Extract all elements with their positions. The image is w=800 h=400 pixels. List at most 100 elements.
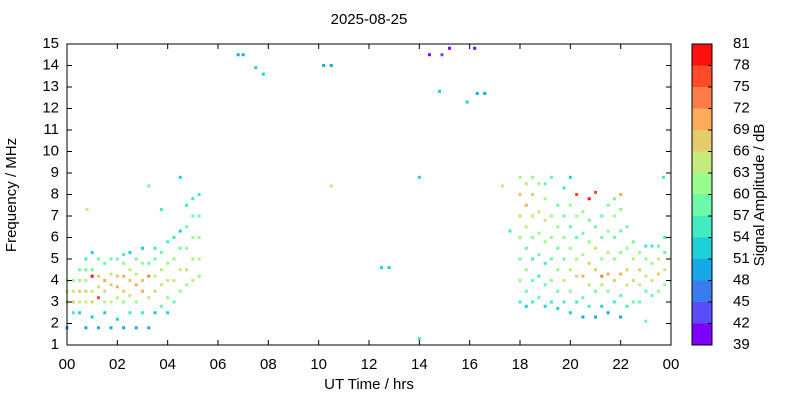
data-point — [575, 214, 579, 218]
data-point — [172, 236, 176, 239]
data-point — [153, 289, 157, 293]
data-point — [587, 240, 591, 244]
data-point — [600, 283, 604, 287]
data-point — [197, 214, 201, 218]
y-tick-label: 10 — [42, 142, 59, 159]
data-point — [594, 289, 597, 293]
data-point — [568, 225, 572, 229]
x-tick-label: 06 — [210, 356, 227, 373]
colorbar-bin — [692, 173, 712, 195]
data-point — [556, 268, 560, 272]
x-tick-label: 00 — [59, 356, 76, 373]
data-point — [568, 311, 572, 315]
x-tick-label: 04 — [159, 356, 176, 373]
data-point — [568, 203, 572, 207]
data-point — [537, 182, 541, 186]
data-point — [638, 251, 642, 255]
data-point — [594, 225, 597, 229]
data-point — [625, 283, 629, 287]
data-point — [84, 326, 88, 330]
data-point — [619, 315, 623, 319]
data-point — [638, 283, 642, 287]
data-point — [606, 272, 610, 276]
data-point — [650, 279, 654, 282]
data-point — [531, 193, 535, 196]
data-point — [663, 283, 667, 287]
data-point — [581, 210, 585, 214]
colorbar-bin — [692, 194, 712, 216]
x-tick-label: 08 — [260, 356, 277, 373]
data-point — [543, 283, 547, 287]
data-point — [656, 244, 660, 248]
data-point — [166, 261, 170, 265]
data-point — [524, 246, 528, 250]
y-tick-label: 14 — [42, 56, 59, 73]
data-point — [619, 251, 623, 255]
data-point — [197, 257, 201, 261]
data-point — [631, 240, 635, 244]
data-point — [153, 311, 157, 315]
data-point — [531, 236, 535, 239]
data-point — [85, 208, 89, 212]
data-point — [191, 236, 195, 239]
y-tick-label: 8 — [51, 185, 59, 202]
data-point — [531, 214, 535, 218]
data-point — [122, 253, 126, 257]
data-point — [236, 53, 240, 57]
data-point — [568, 246, 572, 250]
data-point — [543, 261, 547, 265]
data-point — [172, 300, 176, 304]
data-point — [575, 257, 579, 261]
data-point — [581, 253, 585, 257]
data-point — [575, 193, 579, 196]
data-point — [612, 300, 616, 304]
x-tick-label: 20 — [562, 356, 579, 373]
data-point — [619, 229, 623, 233]
data-point — [600, 214, 604, 218]
x-tick-label: 14 — [411, 356, 428, 373]
data-point — [531, 175, 535, 179]
data-point — [625, 225, 629, 229]
data-point — [594, 268, 597, 272]
data-point — [556, 203, 560, 207]
data-point — [128, 251, 132, 255]
x-tick-label: 22 — [612, 356, 629, 373]
data-point — [568, 268, 572, 272]
data-point — [178, 175, 182, 179]
data-point — [96, 296, 100, 300]
data-point — [178, 289, 182, 293]
data-point — [172, 279, 176, 282]
data-point — [254, 66, 258, 70]
data-point — [159, 304, 163, 308]
data-point — [96, 285, 100, 289]
data-point — [663, 236, 667, 239]
colorbar-bin — [692, 323, 712, 345]
data-point — [568, 289, 572, 293]
data-point — [134, 326, 138, 330]
data-point — [612, 197, 616, 201]
data-point — [556, 225, 560, 229]
data-point — [185, 268, 189, 272]
data-point — [159, 251, 163, 255]
data-point — [172, 257, 176, 261]
data-point — [166, 311, 170, 315]
data-point — [185, 203, 189, 207]
data-point — [638, 300, 642, 304]
data-point — [600, 257, 604, 261]
data-point — [103, 311, 107, 315]
data-point — [518, 257, 522, 261]
data-point — [134, 257, 138, 261]
data-point — [549, 214, 553, 218]
data-point — [581, 274, 585, 278]
colorbar-tick-label: 72 — [733, 99, 750, 116]
data-point — [549, 300, 553, 304]
data-point — [473, 46, 477, 50]
data-point — [619, 193, 623, 196]
y-tick-label: 11 — [43, 121, 59, 138]
data-point — [575, 274, 579, 278]
x-tick-label: 18 — [512, 356, 529, 373]
data-point — [600, 236, 604, 239]
data-point — [185, 246, 189, 250]
data-point — [115, 296, 119, 300]
data-point — [427, 53, 431, 57]
